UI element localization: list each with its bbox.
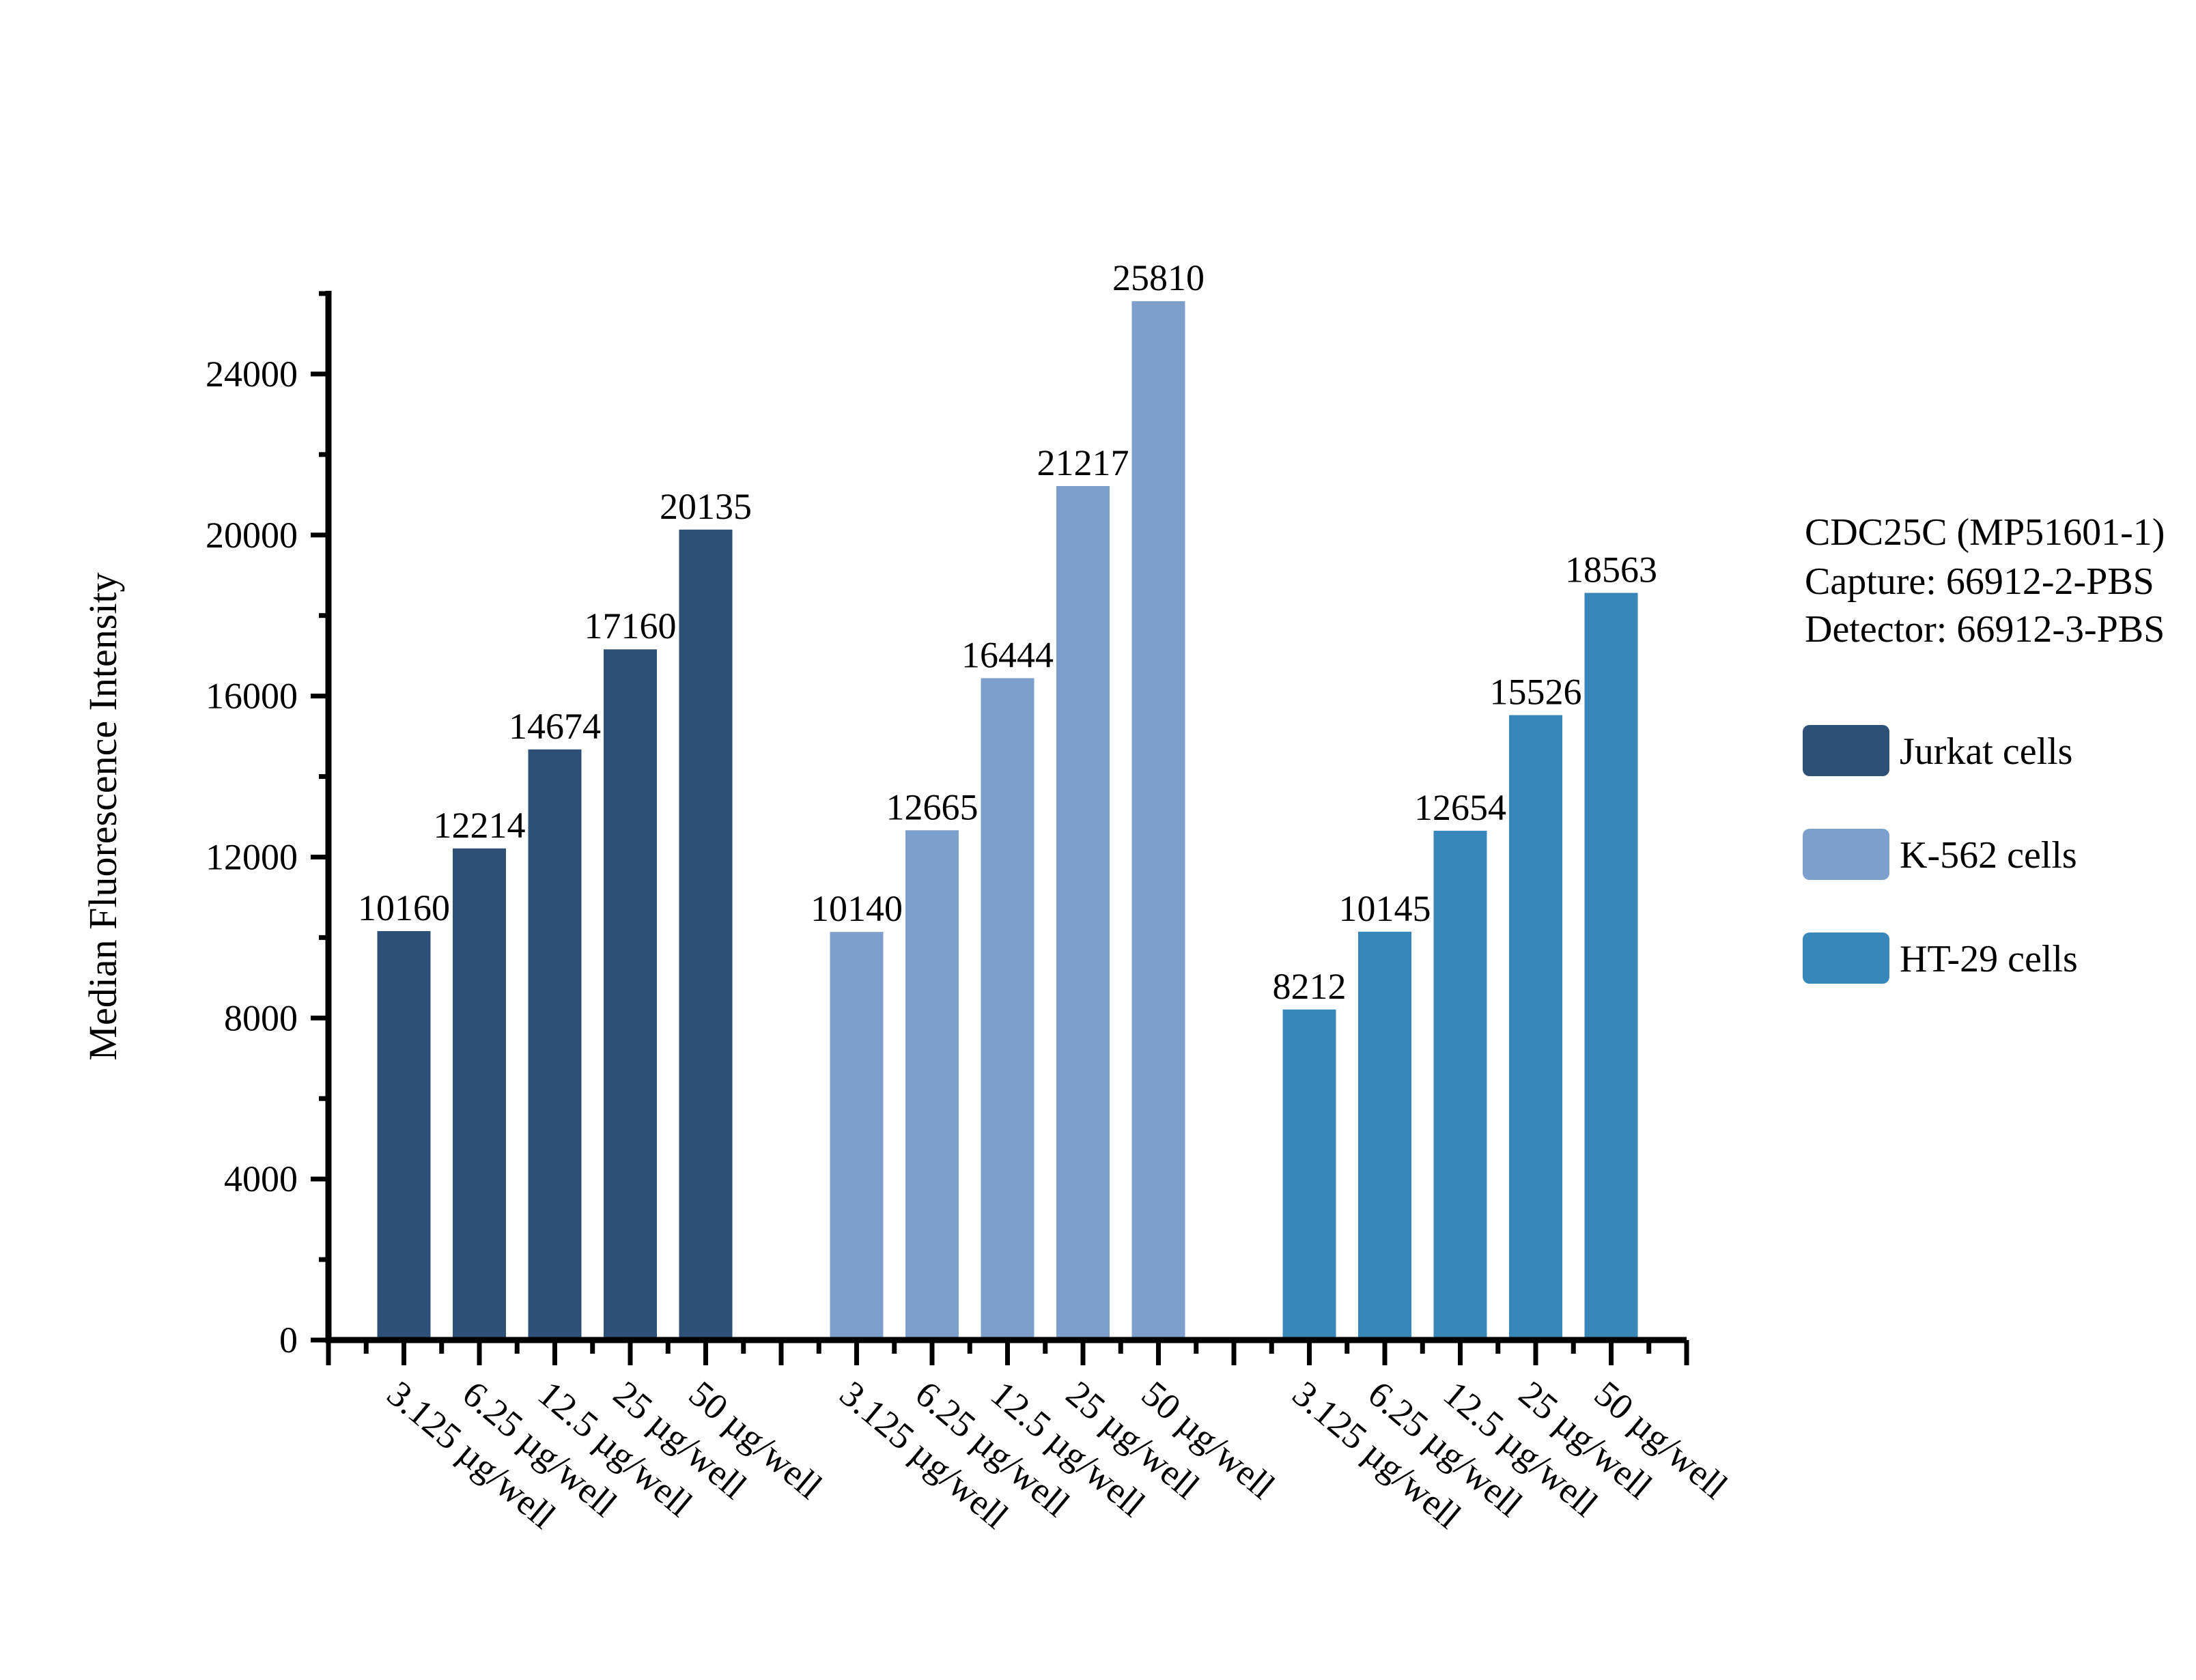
bar-k-562-5 <box>1131 301 1185 1341</box>
bar-ht-29-4 <box>1509 715 1562 1340</box>
annotation-block: CDC25C (MP51601-1) Capture: 66912-2-PBS … <box>1805 511 2165 651</box>
bar-value-label: 25810 <box>1112 257 1205 298</box>
bar-value-label: 10145 <box>1339 888 1431 929</box>
legend-label-k562: K-562 cells <box>1900 834 2077 877</box>
bar-k-562-1 <box>830 932 884 1340</box>
bars <box>377 301 1638 1341</box>
bar-ht-29-3 <box>1433 830 1487 1340</box>
bar-jurkat-2 <box>453 848 506 1340</box>
y-tick-labels: 0 4000 8000 12000 16000 20000 24000 <box>206 354 298 1361</box>
bar-value-label: 8212 <box>1273 966 1347 1007</box>
y-axis-title: Median Fluorescence Intensity <box>81 572 125 1060</box>
y-tick-label: 12000 <box>206 836 298 877</box>
bar-jurkat-3 <box>528 749 582 1340</box>
legend-swatch-jurkat <box>1803 725 1889 776</box>
bar-value-label: 16444 <box>961 634 1054 675</box>
bar-k-562-4 <box>1056 486 1110 1340</box>
axis-ticks <box>311 291 1689 1365</box>
y-tick-label: 0 <box>279 1320 298 1361</box>
y-tick-label: 20000 <box>206 515 298 556</box>
bar-jurkat-5 <box>679 529 733 1340</box>
annotation-line-1: CDC25C (MP51601-1) <box>1805 511 2165 554</box>
y-tick-label: 24000 <box>206 354 298 395</box>
bar-k-562-2 <box>905 830 959 1340</box>
annotation-line-3: Detector: 66912-3-PBS <box>1805 608 2165 651</box>
y-tick-label: 8000 <box>224 997 298 1038</box>
bar-value-label: 12654 <box>1414 787 1506 828</box>
bar-jurkat-4 <box>604 649 657 1340</box>
bar-ht-29-1 <box>1282 1009 1336 1340</box>
bar-value-label: 10140 <box>811 888 903 929</box>
legend-swatch-ht29 <box>1803 932 1889 984</box>
bar-value-label: 12214 <box>434 805 526 846</box>
legend-swatch-k562 <box>1803 829 1889 880</box>
bar-value-label: 18563 <box>1565 549 1657 590</box>
bar-value-label: 12665 <box>886 786 979 827</box>
bar-value-label: 17160 <box>585 606 677 646</box>
legend-label-ht29: HT-29 cells <box>1900 938 2078 980</box>
bar-value-labels: 10160 12214 14674 17160 20135 10140 12665 16444… <box>358 257 1657 1007</box>
y-tick-label: 16000 <box>206 676 298 717</box>
annotation-line-2: Capture: 66912-2-PBS <box>1805 560 2154 603</box>
bar-jurkat-1 <box>377 930 431 1340</box>
bar-value-label: 21217 <box>1037 442 1129 483</box>
bar-value-label: 20135 <box>660 486 752 527</box>
bar-ht-29-5 <box>1584 593 1638 1340</box>
y-tick-label: 4000 <box>224 1158 298 1199</box>
bar-value-label: 10160 <box>358 887 450 928</box>
bar-value-label: 14674 <box>509 706 601 747</box>
legend-label-jurkat: Jurkat cells <box>1900 730 2072 773</box>
bar-value-label: 15526 <box>1490 672 1582 713</box>
bar-ht-29-2 <box>1358 931 1411 1340</box>
legend: Jurkat cells K-562 cells HT-29 cells <box>1803 725 2078 984</box>
bar-k-562-3 <box>981 678 1034 1340</box>
